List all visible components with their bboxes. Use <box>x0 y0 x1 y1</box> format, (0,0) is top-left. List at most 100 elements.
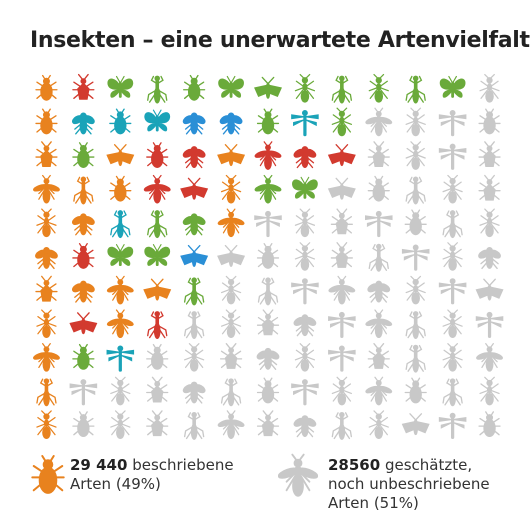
beetle-icon <box>31 455 65 494</box>
mantis-icon <box>220 378 242 407</box>
ant-icon <box>110 410 131 439</box>
bug-icon <box>478 174 501 201</box>
butterfly-icon <box>439 75 466 98</box>
dragonfly-icon <box>438 110 467 137</box>
fly-icon <box>293 146 317 169</box>
undescribed-label-2: noch unbeschriebene <box>328 475 490 493</box>
beetle-icon <box>35 74 58 101</box>
moth-icon <box>106 144 135 167</box>
beetle-icon <box>478 108 501 135</box>
ant-icon <box>405 141 426 170</box>
wasp-icon <box>365 309 393 339</box>
fly-icon <box>478 247 501 270</box>
ant-icon <box>184 343 205 372</box>
dragonfly-icon <box>291 110 319 137</box>
dragonfly-icon <box>328 311 356 339</box>
moth-icon <box>180 244 209 267</box>
ant-icon <box>294 208 316 238</box>
legend-described-text: 29 440 beschriebene Arten (49%) <box>70 456 234 494</box>
mantis-icon <box>442 378 463 407</box>
ant-icon <box>442 174 463 204</box>
fly-icon <box>256 347 280 370</box>
bug-icon <box>35 275 58 302</box>
mantis-icon <box>36 378 57 407</box>
beetle-icon <box>404 377 427 404</box>
wasp-icon <box>143 174 171 204</box>
bug-icon <box>367 141 390 168</box>
dragonfly-icon <box>475 311 504 339</box>
ant-icon <box>294 343 316 372</box>
mantis-icon <box>147 210 168 239</box>
bug-icon <box>35 141 58 168</box>
bug-icon <box>146 410 169 437</box>
wasp-icon <box>217 410 245 439</box>
wasp-icon <box>278 453 318 497</box>
bug-icon <box>367 342 390 369</box>
ant-icon <box>479 208 500 238</box>
ant-icon <box>331 107 352 137</box>
bug-icon <box>330 242 353 268</box>
wasp-icon <box>254 141 282 170</box>
beetle-icon <box>146 142 169 168</box>
described-percent: Arten (49%) <box>70 475 161 493</box>
dragonfly-icon <box>401 244 430 271</box>
moth-icon <box>143 278 172 301</box>
ant-icon <box>220 275 242 305</box>
insect-grid <box>28 72 508 442</box>
fly-icon <box>35 247 58 270</box>
fly-icon <box>293 314 317 337</box>
beetle-icon <box>478 411 501 438</box>
dragonfly-icon <box>291 379 319 406</box>
moth-icon <box>327 177 356 200</box>
mantis-icon <box>405 176 426 205</box>
fly-icon <box>182 146 206 169</box>
mantis-icon <box>405 344 426 373</box>
mantis-icon <box>73 176 94 205</box>
moth-icon <box>217 244 246 267</box>
ant-icon <box>405 275 426 305</box>
bug-icon <box>219 342 243 369</box>
beetle-icon <box>72 142 95 168</box>
ant-icon <box>442 343 463 372</box>
ant-icon <box>110 376 131 406</box>
moth-icon <box>69 312 98 335</box>
ant-icon <box>331 376 352 406</box>
fly-icon <box>71 112 95 135</box>
wasp-icon <box>476 343 503 372</box>
fly-icon <box>182 112 206 135</box>
fly-icon <box>219 112 243 135</box>
dragonfly-icon <box>438 412 467 439</box>
beetle-icon <box>72 411 95 438</box>
ant-icon <box>479 376 500 406</box>
ant-icon <box>36 410 57 439</box>
butterfly-icon <box>218 75 244 98</box>
dragonfly-icon <box>254 210 282 238</box>
beetle-icon <box>256 243 280 269</box>
mantis-icon <box>183 277 205 306</box>
page-title: Insekten – eine unerwartete Artenvielfal… <box>30 28 530 53</box>
beetle-icon <box>35 108 58 135</box>
mantis-icon <box>331 411 353 440</box>
wasp-icon <box>217 208 245 238</box>
wasp-icon <box>254 174 282 204</box>
ant-icon <box>405 107 426 137</box>
dragonfly-icon <box>328 345 356 372</box>
mantis-icon <box>368 243 389 272</box>
mantis-icon <box>110 210 131 239</box>
mantis-icon <box>183 411 205 440</box>
fly-icon <box>182 381 206 404</box>
ant-icon <box>294 73 316 103</box>
fly-icon <box>71 280 95 303</box>
butterfly-icon <box>292 176 318 199</box>
butterfly-icon <box>107 75 134 98</box>
undescribed-percent: Arten (51%) <box>328 494 419 512</box>
butterfly-icon <box>107 244 134 267</box>
legend-undescribed-text: 28560 geschätzte, noch unbeschriebene Ar… <box>328 456 490 513</box>
beetle-icon <box>404 209 427 236</box>
beetle-icon <box>256 377 280 404</box>
ant-icon <box>442 309 463 339</box>
described-count: 29 440 <box>70 456 128 474</box>
undescribed-count: 28560 <box>328 456 381 474</box>
ant-icon <box>294 242 316 271</box>
undescribed-label: geschätzte, <box>380 456 473 474</box>
